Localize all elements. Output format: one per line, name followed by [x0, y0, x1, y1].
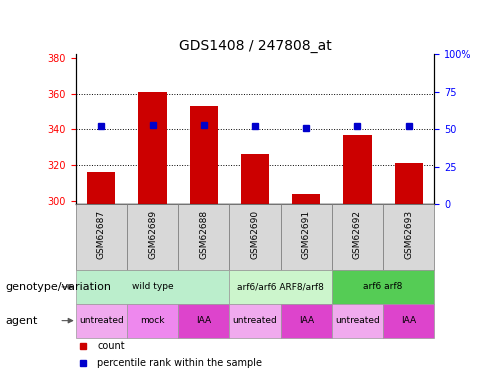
Text: count: count [97, 341, 125, 351]
Text: arf6 arf8: arf6 arf8 [364, 282, 403, 291]
Text: untreated: untreated [233, 316, 277, 325]
Text: GSM62689: GSM62689 [148, 210, 157, 259]
Text: GSM62691: GSM62691 [302, 210, 311, 259]
Text: GSM62692: GSM62692 [353, 210, 362, 259]
Text: GSM62690: GSM62690 [250, 210, 260, 259]
Bar [127, 304, 178, 338]
Bar [229, 304, 281, 338]
Text: wild type: wild type [132, 282, 173, 291]
Text: GSM62687: GSM62687 [97, 210, 106, 259]
Bar [87, 172, 115, 204]
Text: percentile rank within the sample: percentile rank within the sample [97, 358, 262, 368]
Bar [241, 154, 269, 204]
Text: IAA: IAA [401, 316, 416, 325]
Bar [190, 106, 218, 204]
Bar [139, 92, 166, 204]
Bar [178, 204, 229, 270]
Bar [281, 304, 332, 338]
Bar [292, 194, 320, 204]
Bar [332, 304, 383, 338]
Bar [127, 204, 178, 270]
Text: arf6/arf6 ARF8/arf8: arf6/arf6 ARF8/arf8 [237, 282, 324, 291]
Bar [332, 204, 383, 270]
Bar [229, 270, 332, 304]
Text: genotype/variation: genotype/variation [5, 282, 111, 292]
Bar [76, 304, 127, 338]
Text: GSM62688: GSM62688 [199, 210, 208, 259]
Text: mock: mock [140, 316, 165, 325]
Text: GSM62693: GSM62693 [404, 210, 413, 259]
Bar [281, 204, 332, 270]
Bar [344, 135, 371, 204]
Bar [76, 270, 229, 304]
Bar [332, 270, 434, 304]
Bar [383, 204, 434, 270]
Text: IAA: IAA [299, 316, 314, 325]
Text: untreated: untreated [335, 316, 380, 325]
Bar [76, 204, 127, 270]
Text: untreated: untreated [79, 316, 123, 325]
Bar [383, 304, 434, 338]
Bar [229, 204, 281, 270]
Bar [178, 304, 229, 338]
Title: GDS1408 / 247808_at: GDS1408 / 247808_at [179, 39, 331, 53]
Bar [395, 163, 423, 204]
Text: IAA: IAA [196, 316, 211, 325]
Text: agent: agent [5, 316, 37, 326]
